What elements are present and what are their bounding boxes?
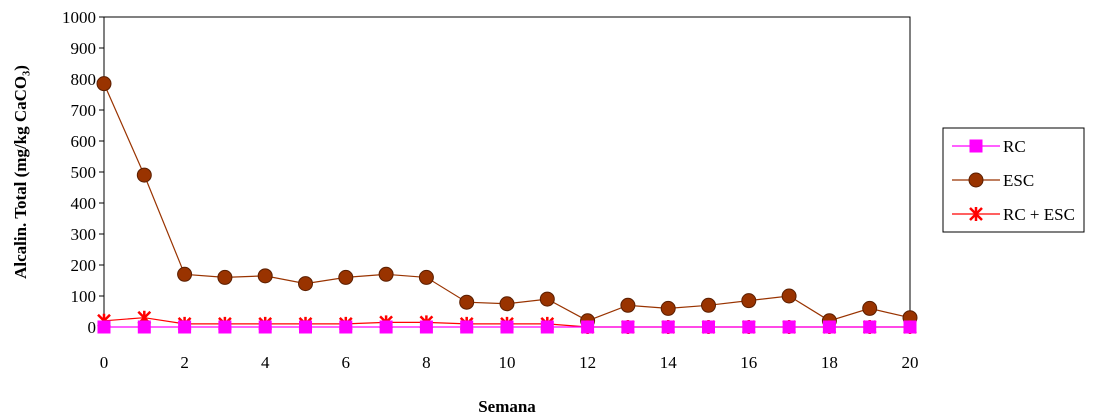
- y-tick-label: 500: [71, 163, 97, 182]
- x-tick-label: 14: [660, 353, 678, 372]
- x-tick-label: 12: [579, 353, 596, 372]
- y-tick-label: 1000: [62, 8, 96, 27]
- data-point-esc: [298, 276, 313, 292]
- y-tick-label: 400: [71, 194, 97, 213]
- y-tick-label: 700: [71, 101, 97, 120]
- data-point-esc: [459, 294, 475, 310]
- data-point-rc: [500, 320, 514, 334]
- legend-item-rc-esc: RC + ESC: [952, 205, 1075, 224]
- y-tick-label: 300: [71, 225, 97, 244]
- data-point-rc: [299, 320, 312, 334]
- data-point-rc: [178, 320, 192, 334]
- x-tick-label: 0: [100, 353, 109, 372]
- data-point-esc: [338, 269, 354, 285]
- legend-label: RC: [1003, 137, 1026, 156]
- data-point-rc: [581, 320, 595, 334]
- data-point-rc: [742, 320, 756, 334]
- data-point-esc: [539, 291, 555, 307]
- series-rc: [97, 320, 917, 334]
- data-point-esc: [701, 297, 716, 313]
- data-point-rc: [460, 320, 474, 334]
- data-point-esc: [217, 269, 233, 285]
- x-tick-label: 18: [821, 353, 838, 372]
- x-tick-label: 10: [499, 353, 516, 372]
- data-point-esc: [177, 266, 193, 282]
- data-point-esc: [96, 76, 112, 92]
- legend-items: RC ESC RC + ESC: [952, 137, 1075, 224]
- data-point-esc: [741, 293, 757, 309]
- x-tick-label: 16: [740, 353, 757, 372]
- data-point-rc: [822, 320, 836, 334]
- data-point-esc: [781, 288, 797, 304]
- data-point-rc: [218, 320, 232, 334]
- x-axis-title: Semana: [478, 397, 536, 416]
- y-tick-label: 600: [71, 132, 97, 151]
- data-point-esc: [620, 297, 636, 313]
- data-point-rc: [702, 320, 715, 334]
- data-point-esc: [136, 167, 152, 183]
- y-tick-label: 800: [71, 70, 97, 89]
- y-tick-label: 900: [71, 39, 97, 58]
- x-tick-label: 20: [902, 353, 919, 372]
- data-point-rc: [379, 320, 393, 334]
- legend-marker: [969, 139, 983, 153]
- data-point-rc: [540, 320, 554, 334]
- x-axis-ticks: 0 2 4 6 8 10 12 14 16 18 20: [100, 327, 919, 372]
- y-tick-label: 200: [71, 256, 97, 275]
- y-tick-label: 0: [88, 318, 97, 337]
- data-point-rc: [258, 320, 272, 334]
- data-point-esc: [499, 296, 515, 312]
- legend-marker: [968, 172, 984, 188]
- legend-label: RC + ESC: [1003, 205, 1075, 224]
- data-point-esc: [660, 300, 676, 316]
- data-point-rc: [863, 320, 877, 334]
- data-point-rc: [621, 320, 635, 334]
- y-tick-label: 100: [71, 287, 97, 306]
- x-tick-label: 8: [422, 353, 431, 372]
- data-point-esc: [418, 269, 434, 285]
- y-axis-ticks: 0 100 200 300 400 500 600 700 800 900 1000: [62, 8, 104, 337]
- x-tick-label: 6: [342, 353, 351, 372]
- y-axis-title: Alcalin. Total (mg/kg CaCO₃): [11, 65, 30, 279]
- data-point-rc: [419, 320, 433, 334]
- data-point-esc: [257, 268, 273, 284]
- data-point-rc: [903, 320, 917, 334]
- plot-area: [103, 16, 911, 328]
- x-tick-label: 4: [261, 353, 270, 372]
- data-point-rc: [782, 320, 796, 334]
- series-layer: [96, 76, 918, 334]
- legend-item-esc: ESC: [952, 171, 1034, 190]
- data-point-esc: [862, 300, 878, 316]
- data-point-esc: [378, 266, 394, 282]
- data-point-rc: [339, 320, 353, 334]
- data-point-rc: [661, 320, 675, 334]
- data-point-rc: [97, 320, 111, 334]
- data-point-rc: [137, 320, 151, 334]
- legend: RC ESC RC + ESC: [942, 127, 1085, 233]
- legend-label: ESC: [1003, 171, 1034, 190]
- legend-marker: [969, 207, 983, 221]
- x-tick-label: 2: [180, 353, 189, 372]
- legend-item-rc: RC: [952, 137, 1026, 156]
